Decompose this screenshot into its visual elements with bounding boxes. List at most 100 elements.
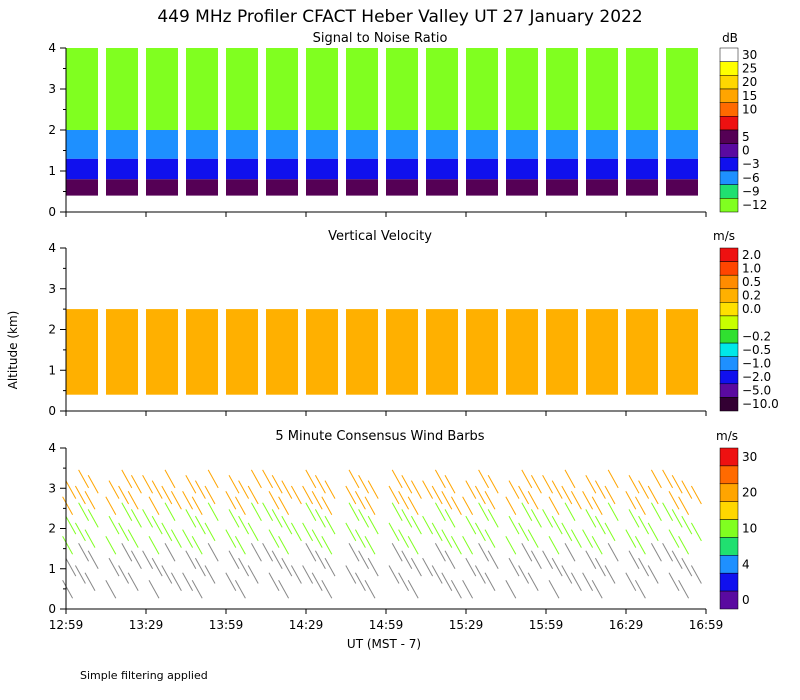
wind-barb <box>561 485 573 505</box>
wind-barb <box>151 515 163 535</box>
wind-barb <box>690 522 702 542</box>
wind-barb <box>462 579 474 599</box>
data-cell <box>186 309 218 395</box>
colorbar-segment <box>719 590 739 610</box>
data-cell <box>346 48 378 130</box>
wind-barb <box>564 502 576 521</box>
wind-barb <box>410 515 422 535</box>
wind-barb <box>462 536 474 555</box>
velocity-panel-title: Vertical Velocity <box>328 229 432 244</box>
wind-barb <box>87 550 99 569</box>
data-cell <box>346 158 378 180</box>
data-cell <box>266 309 298 395</box>
colorbar-label: −10.0 <box>742 397 779 411</box>
x-tick-label: 16:59 <box>689 618 724 632</box>
wind-barb <box>62 496 74 515</box>
y-tick-label: 0 <box>48 602 56 616</box>
wind-barb <box>505 536 517 555</box>
data-cell <box>226 158 258 180</box>
data-cell <box>666 48 698 130</box>
wind-barb <box>314 474 326 494</box>
wind-barb <box>681 557 693 577</box>
wind-barb <box>65 480 77 499</box>
colorbar-segment <box>719 247 739 262</box>
wind-barb <box>348 502 360 521</box>
data-cell <box>146 158 178 180</box>
data-cell <box>306 130 338 159</box>
data-cell <box>306 179 338 196</box>
wind-barb <box>302 485 314 505</box>
wind-barb <box>530 550 542 569</box>
wind-barb <box>271 509 283 528</box>
wind-barb <box>182 572 194 592</box>
y-tick-label: 3 <box>48 481 56 495</box>
wind-barb <box>570 529 582 548</box>
data-cell <box>626 179 658 196</box>
wind-barb <box>191 536 203 555</box>
wind-barb <box>548 536 560 555</box>
wind-barb <box>161 485 173 505</box>
wind-barb <box>290 485 302 505</box>
y-tick-label: 2 <box>48 323 56 337</box>
wind-unit-label: m/s <box>716 429 738 443</box>
wind-barb <box>281 557 293 577</box>
data-cell <box>426 158 458 180</box>
wind-barb <box>194 557 206 577</box>
colorbar-segment <box>719 274 739 290</box>
data-cell <box>66 130 98 159</box>
wind-barb <box>668 529 680 548</box>
wind-barb <box>268 572 280 592</box>
wind-barbs-plot <box>62 469 702 599</box>
data-cell <box>266 179 298 196</box>
y-tick-label: 4 <box>48 41 56 55</box>
wind-barb <box>161 522 173 542</box>
wind-barb <box>647 485 659 505</box>
y-tick-label: 1 <box>48 562 56 576</box>
wind-barb <box>268 529 280 548</box>
colorbar-segment <box>719 170 739 185</box>
wind-barb <box>582 529 594 548</box>
wind-barb <box>108 557 120 577</box>
wind-barb <box>441 572 453 592</box>
wind-barb <box>151 480 163 499</box>
colorbar-label: 20 <box>742 75 757 89</box>
wind-barb <box>345 522 357 542</box>
wind-barb <box>305 502 317 521</box>
wind-barb <box>681 480 693 499</box>
wind-barb <box>647 522 659 542</box>
wind-barb <box>441 491 453 510</box>
wind-barb <box>607 543 619 562</box>
wind-barb <box>164 469 176 489</box>
wind-barb <box>105 579 117 599</box>
wind-barb <box>410 480 422 499</box>
wind-barb <box>407 536 419 555</box>
data-cell <box>666 309 698 395</box>
wind-barb <box>127 572 139 592</box>
wind-barb <box>671 550 683 569</box>
wind-barb <box>542 474 554 494</box>
wind-barb <box>314 509 326 528</box>
wind-panel-title: 5 Minute Consensus Wind Barbs <box>275 429 484 444</box>
data-cell <box>586 158 618 180</box>
wind-barb <box>164 543 176 562</box>
wind-barb <box>65 515 77 535</box>
wind-barb <box>182 529 194 548</box>
wind-barb <box>130 509 142 528</box>
data-cell <box>426 48 458 130</box>
data-cell <box>506 48 538 130</box>
y-tick-label: 2 <box>48 123 56 137</box>
wind-barb <box>364 536 376 555</box>
snr-unit-label: dB <box>722 31 738 45</box>
wind-barb <box>127 529 139 548</box>
wind-barb <box>690 565 702 584</box>
colorbar-label: −0.2 <box>742 329 771 343</box>
colorbar-segment <box>719 329 739 344</box>
wind-barb <box>182 491 194 510</box>
wind-barb <box>105 536 117 555</box>
data-cell <box>626 48 658 130</box>
data-cell <box>466 158 498 180</box>
wind-barb <box>462 496 474 515</box>
wind-barb <box>530 509 542 528</box>
data-cell <box>586 48 618 130</box>
